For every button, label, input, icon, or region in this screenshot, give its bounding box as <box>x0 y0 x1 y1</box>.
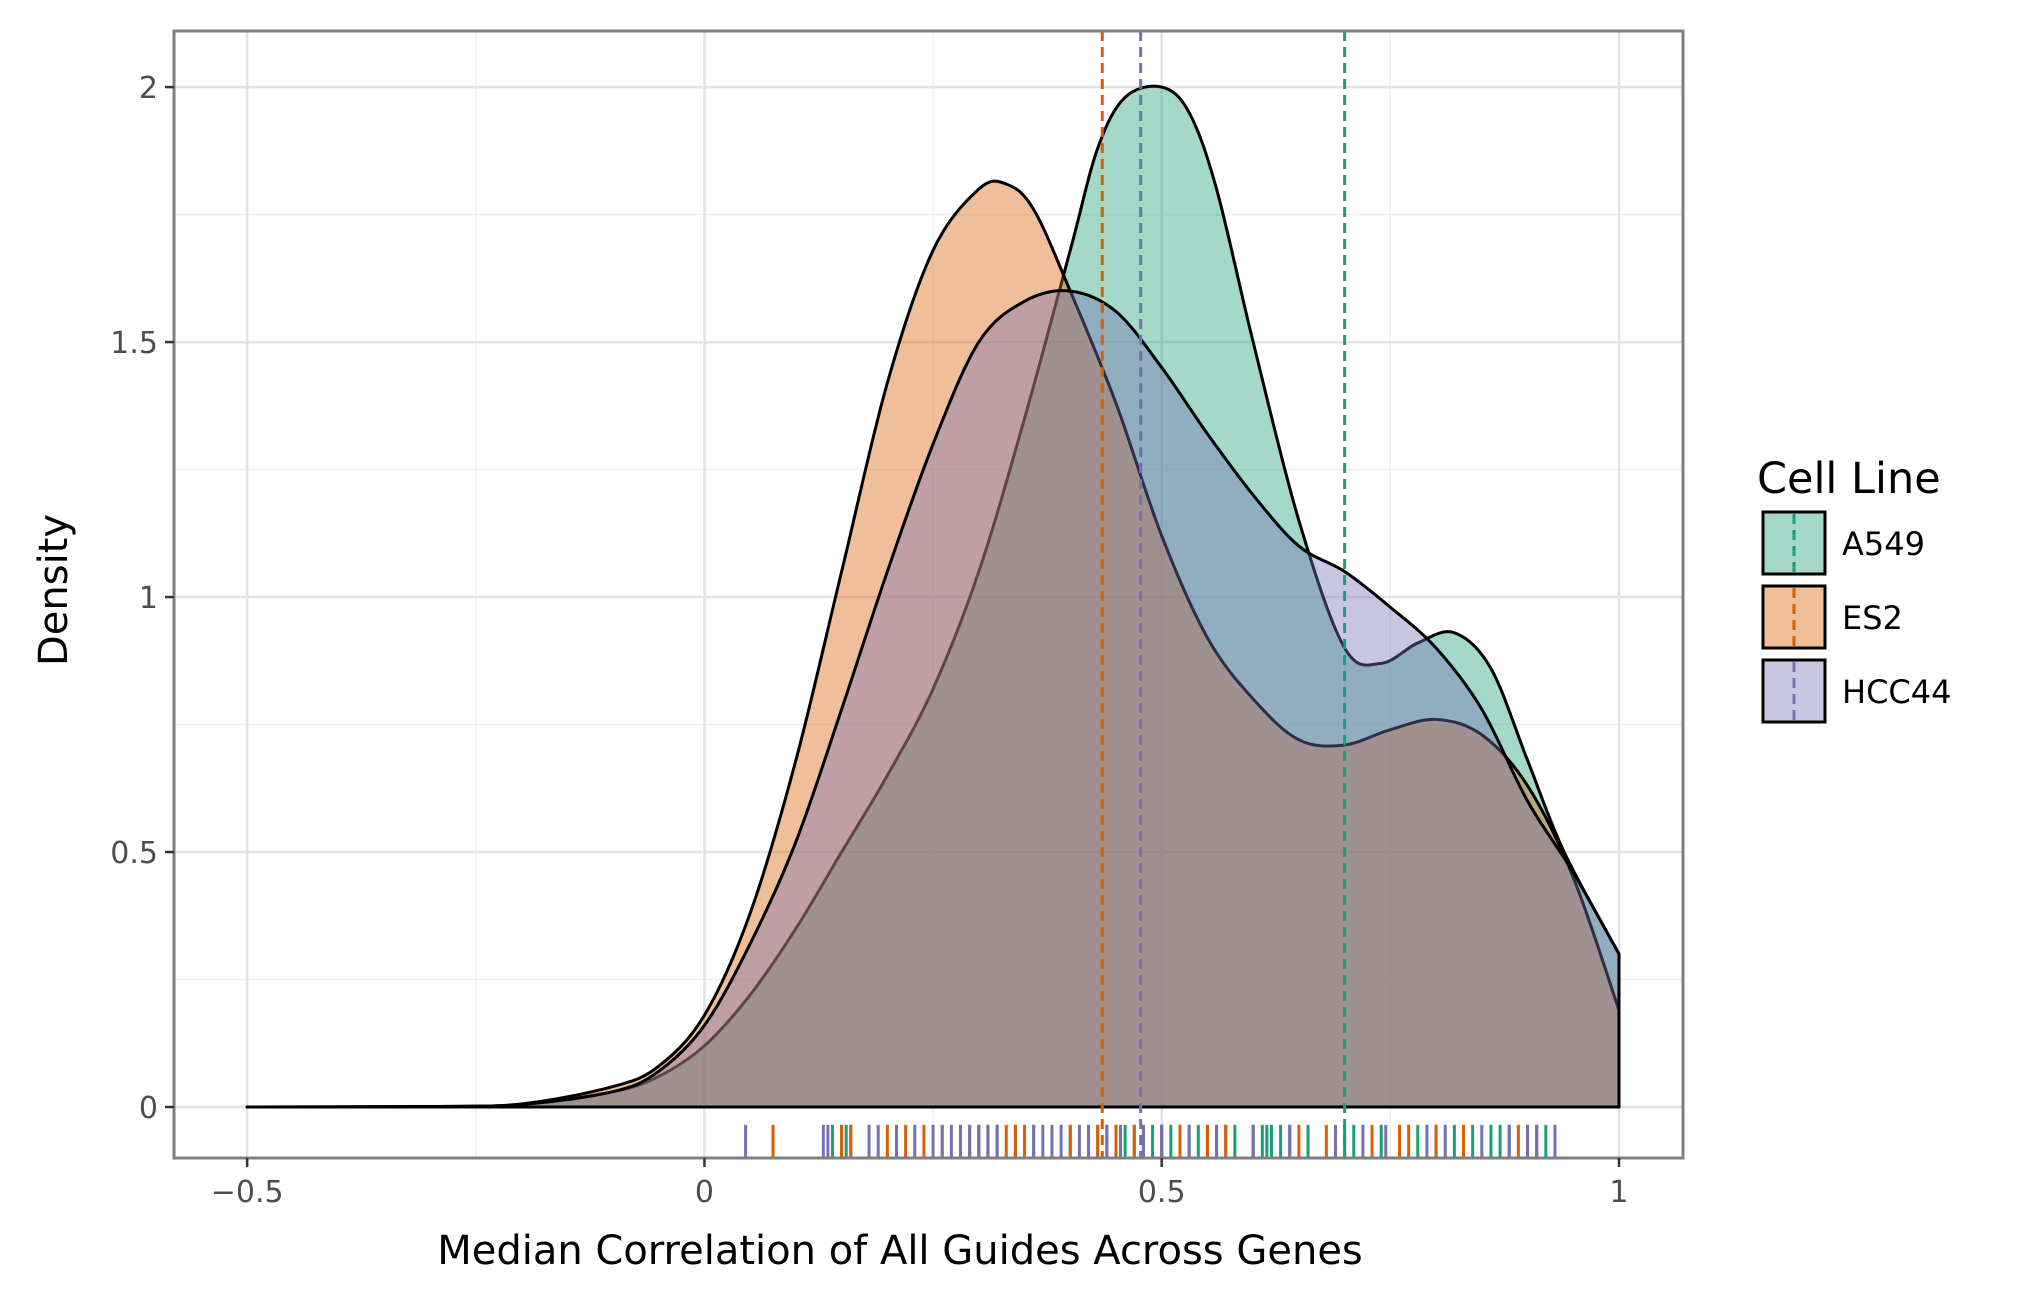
legend: Cell Line A549 ES2 HCC44 <box>1757 454 1951 724</box>
legend-item-hcc44: HCC44 <box>1761 658 1951 724</box>
rug-marks <box>744 1124 1557 1158</box>
x-tick-label: 1 <box>1609 1175 1628 1210</box>
legend-label: HCC44 <box>1842 673 1951 711</box>
panel-border <box>172 29 1685 1160</box>
legend-label: A549 <box>1842 525 1925 563</box>
density-areas <box>245 84 1621 1109</box>
legend-item-a549: A549 <box>1761 510 1925 576</box>
density-area-es2 <box>245 179 1621 1109</box>
x-tick-label: 0.5 <box>1138 1175 1186 1210</box>
x-tick-label: 0 <box>695 1175 714 1210</box>
y-axis-title: Density <box>31 514 77 666</box>
legend-item-es2: ES2 <box>1761 584 1903 650</box>
axis-ticks: −0.5 0 0.5 1 0 0.5 1 1.5 2 <box>110 71 1628 1210</box>
legend-title: Cell Line <box>1757 454 1941 504</box>
x-axis-title: Median Correlation of All Guides Across … <box>437 1228 1363 1274</box>
y-tick-label: 1 <box>139 581 158 616</box>
mean-lines <box>1100 31 1347 1158</box>
x-tick-label: −0.5 <box>211 1175 284 1210</box>
legend-items: A549 ES2 HCC44 <box>1761 510 1951 724</box>
y-tick-label: 2 <box>139 71 158 106</box>
legend-label: ES2 <box>1842 599 1903 637</box>
density-area-hcc44 <box>245 289 1621 1109</box>
y-tick-label: 0 <box>139 1091 158 1126</box>
y-tick-label: 0.5 <box>110 836 158 871</box>
density-area-a549 <box>245 84 1621 1109</box>
y-tick-label: 1.5 <box>110 326 158 361</box>
